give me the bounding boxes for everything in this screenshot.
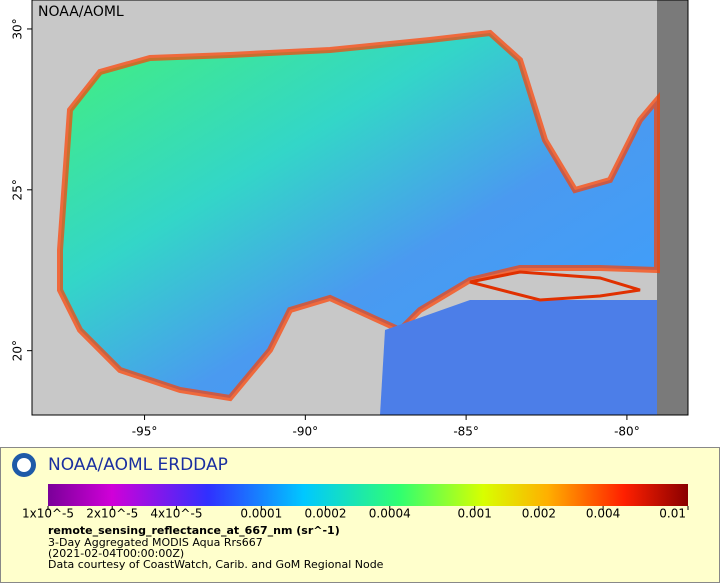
colorbar-tick-label: 1x10^-5	[22, 507, 74, 521]
x-tick-label: -80°	[614, 425, 640, 439]
caribbean-water	[380, 300, 657, 415]
colorbar-tick-label: 0.004	[586, 507, 620, 521]
noaa-logo-inner	[17, 458, 31, 472]
colorbar-tick-label: 0.001	[457, 507, 491, 521]
colorbar-tick-label: 0.01	[659, 507, 686, 521]
colorbar-tick-label: 0.002	[522, 507, 556, 521]
no-data-strip	[657, 0, 688, 415]
cuba	[469, 270, 641, 302]
colorbar-tick-label: 0.0002	[305, 507, 347, 521]
corner-label: NOAA/AOML	[38, 4, 124, 20]
colorbar-tick-label: 0.0004	[369, 507, 411, 521]
dataset: 3-Day Aggregated MODIS Aqua Rrs667	[48, 536, 263, 549]
y-tick-label: 25°	[11, 179, 25, 200]
x-tick-label: -85°	[453, 425, 479, 439]
colorbar-tick-label: 0.0001	[240, 507, 282, 521]
time: (2021-02-04T00:00:00Z)	[48, 547, 184, 560]
map-frame	[31, 0, 689, 416]
colorbar	[48, 484, 688, 506]
legend-panel	[0, 447, 720, 583]
variable: remote_sensing_reflectance_at_667_nm (sr…	[48, 524, 340, 537]
x-tick-label: -90°	[293, 425, 319, 439]
gulf-water	[57, 29, 660, 402]
brand: NOAA/AOML ERDDAP	[48, 455, 228, 475]
colorbar-tick-label: 2x10^-5	[86, 507, 138, 521]
y-tick-label: 20°	[11, 340, 25, 361]
credit: Data courtesy of CoastWatch, Carib. and …	[48, 558, 384, 571]
colorbar-tick-label: 4x10^-5	[150, 507, 202, 521]
map: NOAA/AOML	[31, 0, 689, 416]
x-tick-label: -95°	[132, 425, 158, 439]
y-tick-label: 30°	[10, 18, 24, 39]
